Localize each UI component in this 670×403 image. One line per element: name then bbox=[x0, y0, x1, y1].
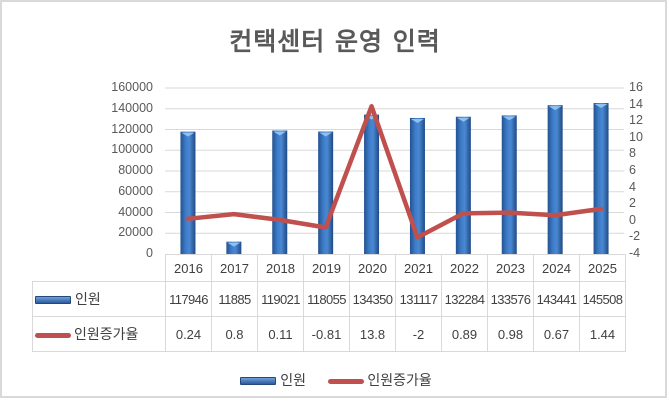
bar bbox=[318, 131, 334, 254]
table-row-label: 인원 bbox=[32, 281, 166, 317]
table-header-cell: 2017 bbox=[211, 254, 258, 282]
bar-highlight bbox=[410, 118, 424, 123]
bar-highlight bbox=[181, 132, 195, 137]
table-header-cell: 2025 bbox=[579, 254, 626, 282]
table-cell: 1.44 bbox=[579, 316, 626, 352]
legend-item-headcount: 인원 bbox=[238, 370, 306, 390]
table-cell: 143441 bbox=[533, 281, 580, 317]
table-header-cell: 2018 bbox=[257, 254, 304, 282]
right-axis-tick: 6 bbox=[629, 163, 636, 177]
bar-highlight bbox=[594, 104, 608, 109]
row-label-text: 인원증가율 bbox=[74, 326, 139, 342]
table-cell: 133576 bbox=[487, 281, 534, 317]
table-cell: 0.67 bbox=[533, 316, 580, 352]
table-cell: -2 bbox=[395, 316, 442, 352]
bar bbox=[364, 114, 380, 254]
legend-label: 인원 bbox=[280, 373, 306, 389]
line-legend-swatch-icon bbox=[328, 378, 365, 384]
bar-highlight bbox=[502, 116, 516, 121]
bar bbox=[226, 241, 242, 254]
table-cell: 13.8 bbox=[349, 316, 396, 352]
left-axis-tick: 160000 bbox=[111, 80, 153, 94]
left-axis-tick: 140000 bbox=[111, 100, 153, 115]
right-axis-tick: 2 bbox=[629, 196, 636, 211]
table-cell: 11885 bbox=[211, 281, 258, 317]
left-axis-tick: 20000 bbox=[118, 225, 153, 240]
table-header-cell: 2021 bbox=[395, 254, 442, 282]
bar bbox=[593, 103, 609, 254]
table-row-growth: 인원증가율 0.24 0.8 0.11 -0.81 13.8 -2 0.89 0.98 0.67… bbox=[32, 316, 626, 352]
right-axis-tick: 14 bbox=[629, 96, 643, 111]
table-corner bbox=[32, 254, 166, 282]
table-cell: 132284 bbox=[441, 281, 488, 317]
right-axis-tick: 12 bbox=[629, 113, 643, 128]
table-cell: 145508 bbox=[579, 281, 626, 317]
table-header-cell: 2022 bbox=[441, 254, 488, 282]
table-cell: -0.81 bbox=[303, 316, 350, 352]
right-axis-tick: -2 bbox=[629, 229, 641, 244]
right-axis-tick: -4 bbox=[629, 246, 641, 260]
right-axis-tick: 4 bbox=[629, 179, 636, 194]
bar bbox=[180, 131, 196, 254]
bar-highlight bbox=[319, 132, 333, 137]
right-axis-tick: 0 bbox=[629, 212, 636, 227]
row-label-text: 인원 bbox=[75, 291, 101, 307]
table-header-cell: 2020 bbox=[349, 254, 396, 282]
line-legend-swatch-icon bbox=[35, 332, 71, 338]
table-cell: 0.11 bbox=[257, 316, 304, 352]
bar-legend-swatch-icon bbox=[35, 296, 71, 305]
data-table: 2016 2017 2018 2019 2020 2021 2022 2023 2024 2025… bbox=[32, 254, 626, 352]
table-cell: 131117 bbox=[395, 281, 442, 317]
table-header-cell: 2019 bbox=[303, 254, 350, 282]
legend-label: 인원증가율 bbox=[367, 373, 432, 389]
table-cell: 0.24 bbox=[165, 316, 212, 352]
right-axis-tick: 8 bbox=[629, 146, 636, 161]
left-axis-tick: 80000 bbox=[118, 163, 153, 177]
left-axis-tick: 60000 bbox=[118, 183, 153, 198]
table-cell: 0.8 bbox=[211, 316, 258, 352]
table-row-label: 인원증가율 bbox=[32, 316, 166, 352]
table-header-row: 2016 2017 2018 2019 2020 2021 2022 2023 2024 2025 bbox=[32, 254, 626, 282]
bar bbox=[547, 105, 563, 254]
bar-highlight bbox=[548, 106, 562, 111]
bar-legend-swatch-icon bbox=[240, 377, 277, 385]
table-header-cell: 2016 bbox=[165, 254, 212, 282]
left-axis-tick: 40000 bbox=[118, 204, 153, 219]
table-header-cell: 2024 bbox=[533, 254, 580, 282]
line-series bbox=[185, 104, 604, 240]
left-axis-tick: 0 bbox=[146, 246, 153, 260]
bar bbox=[501, 115, 517, 254]
bar-highlight bbox=[273, 131, 287, 136]
right-axis-tick: 10 bbox=[629, 129, 643, 144]
bar-highlight bbox=[227, 242, 241, 247]
left-axis-tick: 100000 bbox=[111, 142, 153, 157]
table-cell: 119021 bbox=[257, 281, 304, 317]
table-row-headcount: 인원 117946 11885 119021 118055 134350 131117 13… bbox=[32, 281, 626, 317]
table-cell: 0.89 bbox=[441, 316, 488, 352]
bar bbox=[455, 116, 471, 255]
legend-item-growth: 인원증가율 bbox=[326, 370, 432, 390]
bar bbox=[272, 130, 288, 254]
left-axis-tick: 120000 bbox=[111, 121, 153, 136]
table-cell: 118055 bbox=[303, 281, 350, 317]
right-axis-tick: 16 bbox=[629, 80, 643, 94]
chart-title: 컨택센터 운영 인력 bbox=[229, 27, 441, 56]
legend: 인원 인원증가율 bbox=[0, 370, 670, 390]
table-header-cell: 2023 bbox=[487, 254, 534, 282]
bar-highlight bbox=[456, 117, 470, 122]
table-cell: 0.98 bbox=[487, 316, 534, 352]
table-cell: 134350 bbox=[349, 281, 396, 317]
table-cell: 117946 bbox=[165, 281, 212, 317]
